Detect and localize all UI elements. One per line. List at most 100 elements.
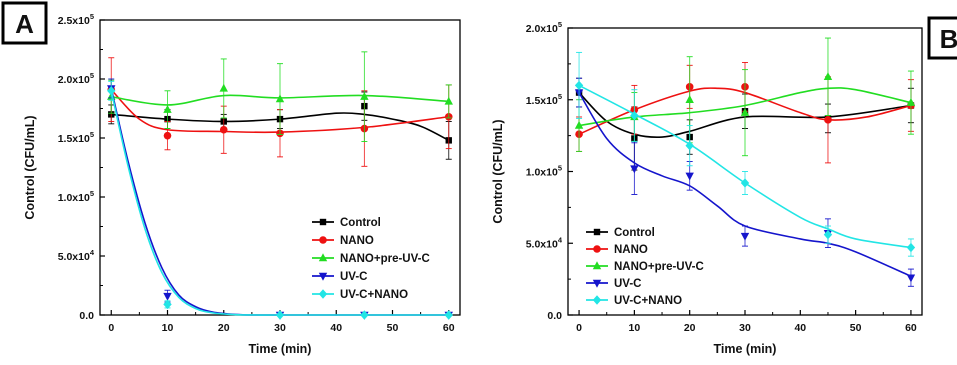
panel-a-legend-marker bbox=[318, 272, 328, 281]
panel-a-legend-marker bbox=[318, 253, 328, 262]
panel-b-legend-marker bbox=[592, 295, 602, 305]
panel-a-chart: 0 10 20 30 40 50 60 Time (min) 0.0 5.0x104 1.0x105… bbox=[1, 1, 461, 356]
panel-b-x-axis: 0 10 20 30 40 50 60 Time (min) bbox=[576, 310, 917, 356]
panel-a-legend-label: Control bbox=[340, 217, 381, 229]
panel-a-legend-item-uv-c: UV-C bbox=[312, 271, 367, 283]
panel-b-data-point-uv-c-nano bbox=[740, 178, 750, 188]
panel-a-data-point-nano bbox=[163, 131, 172, 140]
panel-b-data-point-uv-c-nano bbox=[906, 242, 916, 253]
panel-a-series-nano-pre-uv-c bbox=[107, 51, 453, 142]
panel-a-x-tick-label: 20 bbox=[218, 322, 230, 334]
panel-a-data-point-uv-c-nano bbox=[107, 86, 116, 96]
panel-a-letter-box: A bbox=[1, 1, 48, 45]
panel-a-legend-label: UV-C+NANO bbox=[340, 289, 408, 301]
panel-a-y-tick-label: 2.0x105 bbox=[58, 71, 94, 86]
panel-b-x-tick-label: 10 bbox=[629, 322, 641, 334]
panel-a-legend-item-nano: NANO bbox=[312, 235, 374, 247]
panel-b-legend-marker bbox=[592, 279, 602, 288]
panel-b-data-point-uv-c bbox=[685, 172, 694, 181]
panel-a-y-axis-label: Control (CFU/mL) bbox=[23, 115, 37, 219]
panel-b-y-tick-label: 1.0x105 bbox=[526, 164, 562, 179]
panel-b-legend-label: UV-C bbox=[614, 278, 641, 290]
panel-a-legend: Control NANO NANO+pre-UV-C UV-C UV-C+NANO bbox=[312, 217, 430, 301]
panel-a-legend-item-control: Control bbox=[312, 217, 381, 229]
panel-b-legend-label: NANO+pre-UV-C bbox=[614, 261, 704, 273]
panel-a-x-tick-label: 60 bbox=[443, 322, 455, 334]
panel-b-legend-label: UV-C+NANO bbox=[614, 295, 682, 307]
panel-b-legend-marker bbox=[593, 228, 601, 236]
panel-a-legend-marker bbox=[319, 236, 327, 244]
panel-b-legend-marker bbox=[593, 245, 601, 253]
panel-b-x-tick-label: 30 bbox=[739, 322, 751, 334]
panel-a-data-point-nano-pre-uv-c bbox=[360, 92, 369, 100]
panel-a-data-point-uv-c-nano bbox=[163, 299, 172, 310]
panel-a-x-tick-label: 40 bbox=[330, 322, 342, 334]
panel-a-series-line-nano-pre-uv-c bbox=[111, 94, 449, 106]
panel-a-letter: A bbox=[15, 9, 34, 39]
panel-a-data-point-nano-pre-uv-c bbox=[444, 96, 453, 105]
panel-a-x-axis-label: Time (min) bbox=[249, 342, 312, 356]
panel-b-data-point-uv-c-nano bbox=[823, 229, 833, 240]
panel-b-data-point-nano-pre-uv-c bbox=[740, 107, 750, 116]
panel-a-data-point-uv-c-nano bbox=[275, 310, 285, 320]
panel-b-legend-label: Control bbox=[614, 227, 655, 239]
panel-a-legend-label: NANO+pre-UV-C bbox=[340, 253, 430, 265]
panel-b-legend-item-uv-c: UV-C bbox=[586, 278, 641, 290]
panel-a-legend-marker bbox=[318, 289, 328, 299]
panel-a-series-line-uv-c-nano bbox=[110, 90, 449, 316]
panel-a-x-tick-label: 50 bbox=[387, 322, 399, 334]
panel-b-series-nano-pre-uv-c bbox=[574, 37, 916, 157]
panel-b-legend-label: NANO bbox=[614, 244, 648, 256]
panel-b-x-axis-label: Time (min) bbox=[714, 342, 777, 356]
panel-b-legend-item-control: Control bbox=[586, 227, 655, 239]
panel-b-x-tick-label: 0 bbox=[576, 322, 582, 334]
panel-b-x-tick-label: 40 bbox=[794, 322, 806, 334]
panel-a-y-axis: 0.0 5.0x104 1.0x105 1.5x105 2.0x105 2.5x105 Co… bbox=[23, 12, 105, 322]
panel-b-data-point-nano-pre-uv-c bbox=[906, 97, 916, 106]
panel-b-data-point-nano-pre-uv-c bbox=[823, 72, 833, 80]
panel-b-legend-item-nano: NANO bbox=[586, 244, 648, 256]
panel-b-data-point-uv-c bbox=[630, 165, 639, 174]
panel-b-letter: B bbox=[940, 24, 957, 54]
panel-a-data-point-nano-pre-uv-c bbox=[275, 94, 285, 103]
panel-b-data-point-uv-c-nano bbox=[574, 80, 584, 91]
panel-a-y-tick-label: 2.5x105 bbox=[58, 12, 94, 27]
panel-b-y-tick-label: 1.5x105 bbox=[526, 92, 562, 107]
panel-a-x-tick-label: 10 bbox=[162, 322, 174, 334]
panel-b-series-line-uv-c bbox=[578, 92, 912, 277]
panel-b-legend-item-nano-pre-uv-c: NANO+pre-UV-C bbox=[586, 261, 704, 273]
panel-a-legend-marker bbox=[319, 218, 327, 226]
panel-b-y-tick-label: 0.0 bbox=[547, 310, 562, 322]
panel-a-y-tick-label: 1.0x105 bbox=[58, 189, 94, 204]
panel-a-legend-label: UV-C bbox=[340, 271, 367, 283]
panel-b-series-uv-c bbox=[574, 77, 916, 287]
panel-b-y-axis: 0.0 5.0x104 1.0x105 1.5x105 2.0x105 Control (… bbox=[491, 20, 573, 322]
panel-a-legend-item-uv-c-nano: UV-C+NANO bbox=[312, 289, 408, 301]
panel-a-series-line-control bbox=[111, 112, 450, 142]
panel-b-data-point-nano bbox=[824, 116, 832, 124]
panel-a-y-tick-label: 1.5x105 bbox=[58, 130, 94, 145]
panel-b-data-point-uv-c bbox=[906, 274, 916, 283]
panel-b-legend-marker bbox=[592, 261, 602, 270]
panel-b-x-tick-label: 50 bbox=[850, 322, 862, 334]
panel-a-legend-label: NANO bbox=[340, 235, 374, 247]
panel-b-y-tick-label: 5.0x104 bbox=[526, 235, 563, 250]
panel-b-data-point-uv-c-nano bbox=[685, 140, 694, 151]
panel-a-data-point-nano bbox=[219, 125, 228, 134]
panel-b-y-axis-label: Control (CFU/mL) bbox=[491, 119, 505, 223]
panel-a-data-point-uv-c bbox=[163, 292, 172, 301]
panel-b-data-point-uv-c-nano bbox=[630, 110, 639, 121]
panel-b-x-tick-label: 60 bbox=[905, 322, 917, 334]
panel-b-data-point-nano-pre-uv-c bbox=[685, 95, 694, 103]
panel-b-series-uv-c-nano bbox=[574, 51, 916, 257]
panel-a-y-tick-label: 0.0 bbox=[79, 310, 94, 322]
panel-a-data-point-uv-c-nano bbox=[360, 310, 369, 320]
panel-b-data-point-uv-c bbox=[740, 232, 750, 241]
panel-a-series-uv-c-nano bbox=[107, 80, 453, 320]
panel-a-x-tick-label: 0 bbox=[108, 322, 114, 334]
panel-b-legend: Control NANO NANO+pre-UV-C UV-C UV-C+NANO bbox=[586, 227, 704, 307]
panel-a-data-point-uv-c-nano bbox=[444, 310, 453, 320]
panel-b-y-tick-label: 2.0x105 bbox=[526, 20, 562, 35]
panel-a-legend-item-nano-pre-uv-c: NANO+pre-UV-C bbox=[312, 253, 430, 265]
